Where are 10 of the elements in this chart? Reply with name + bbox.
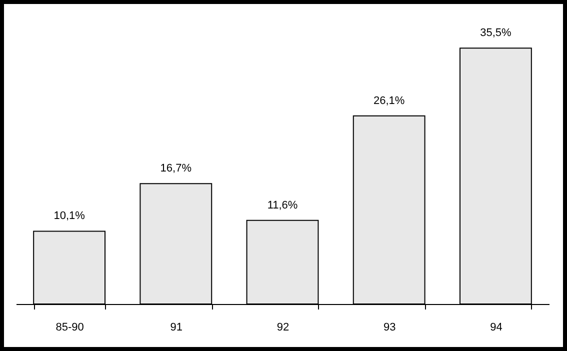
x-tick-label: 85-90: [56, 322, 84, 334]
data-label: 10,1%: [54, 210, 86, 222]
data-label: 16,7%: [160, 162, 192, 175]
x-tick-label: 91: [170, 322, 183, 334]
data-label: 35,5%: [480, 27, 512, 40]
data-label: 11,6%: [267, 199, 298, 212]
x-tick-label: 92: [276, 322, 290, 334]
x-tick-label: 94: [490, 322, 502, 334]
data-label: 26,1%: [374, 94, 405, 107]
x-tick-label: 93: [383, 322, 396, 334]
